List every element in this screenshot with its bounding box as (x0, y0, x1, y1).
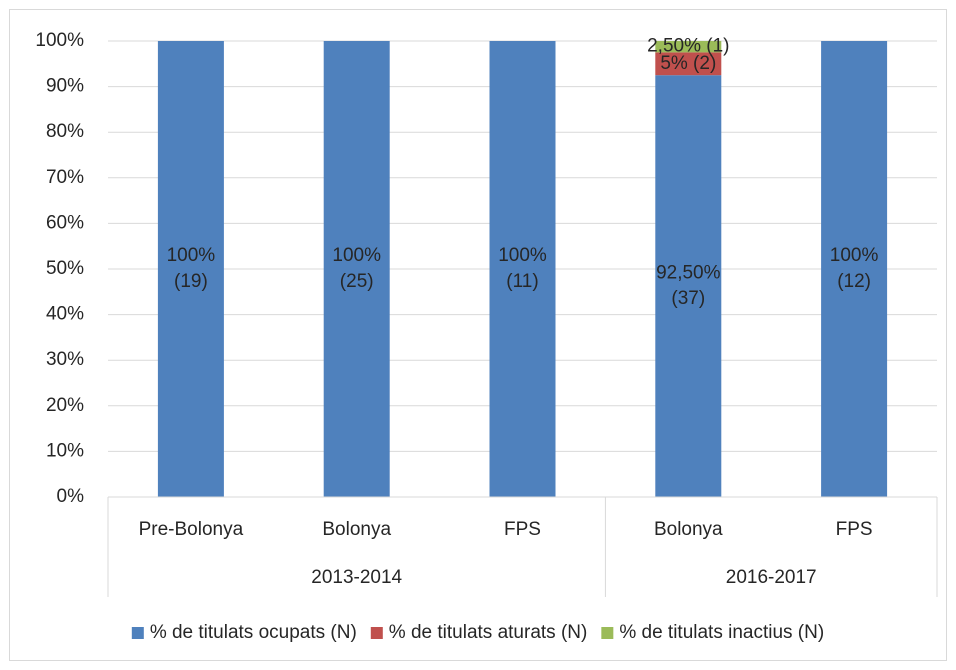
data-label: 100% (11) (498, 245, 547, 292)
y-tick-label: 80% (46, 121, 84, 142)
legend-label: % de titulats inactius (N) (619, 622, 824, 643)
x-tick-label: Pre-Bolonya (139, 519, 244, 540)
y-tick-label: 10% (46, 440, 84, 461)
data-label: 5% (2) (660, 53, 716, 74)
legend-label: % de titulats aturats (N) (389, 622, 588, 643)
bar-segment (655, 41, 722, 53)
group-label: 2013-2014 (311, 567, 402, 588)
y-tick-label: 60% (46, 212, 84, 233)
data-label: 92,50% (37) (656, 262, 721, 309)
chart-border (9, 9, 947, 661)
y-tick-label: 90% (46, 76, 84, 97)
y-tick-label: 0% (57, 486, 85, 507)
legend-label: % de titulats ocupats (N) (150, 622, 357, 643)
data-label: 100% (12) (830, 245, 879, 292)
legend-marker (370, 627, 383, 639)
bar-segment (489, 41, 556, 497)
bar-segment (157, 41, 224, 497)
bar-segment (821, 41, 888, 497)
y-tick-label: 70% (46, 167, 84, 188)
group-label: 2016-2017 (726, 567, 817, 588)
bar-segment (655, 75, 722, 497)
data-label: 2,50% (1) (647, 36, 729, 57)
x-tick-label: Bolonya (322, 519, 391, 540)
y-tick-label: 50% (46, 258, 84, 279)
x-tick-label: FPS (504, 519, 541, 540)
y-tick-label: 20% (46, 395, 84, 416)
data-label: 100% (25) (332, 245, 381, 292)
y-tick-label: 100% (35, 30, 84, 51)
bar-segment (323, 41, 390, 497)
y-tick-label: 40% (46, 304, 84, 325)
legend-marker (601, 627, 614, 639)
bar-segment (655, 52, 722, 76)
x-tick-label: FPS (836, 519, 873, 540)
x-tick-label: Bolonya (654, 519, 723, 540)
y-tick-label: 30% (46, 349, 84, 370)
data-label: 100% (19) (167, 245, 216, 292)
legend-marker (131, 627, 144, 639)
